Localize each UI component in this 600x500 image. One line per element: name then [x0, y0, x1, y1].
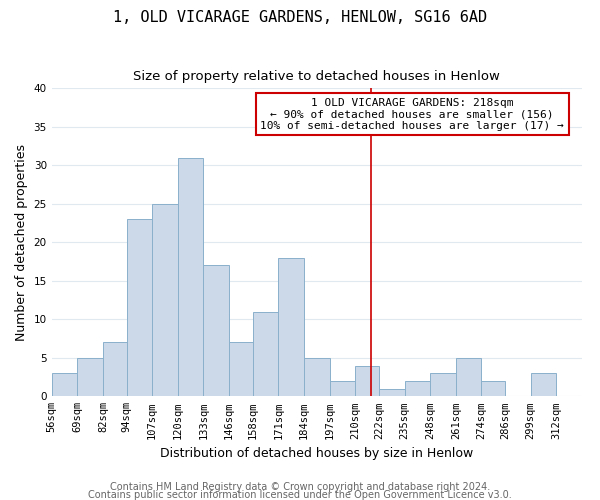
Bar [253, 312, 278, 396]
Bar [229, 342, 253, 396]
Text: 1, OLD VICARAGE GARDENS, HENLOW, SG16 6AD: 1, OLD VICARAGE GARDENS, HENLOW, SG16 6A… [113, 10, 487, 25]
Bar [430, 373, 456, 396]
Bar [152, 204, 178, 396]
Bar [278, 258, 304, 396]
Y-axis label: Number of detached properties: Number of detached properties [15, 144, 28, 341]
Text: Contains HM Land Registry data © Crown copyright and database right 2024.: Contains HM Land Registry data © Crown c… [110, 482, 490, 492]
Bar [481, 381, 505, 396]
Bar [103, 342, 127, 396]
Bar [178, 158, 203, 396]
Bar [52, 373, 77, 396]
Bar [304, 358, 329, 397]
Bar [127, 219, 152, 396]
Title: Size of property relative to detached houses in Henlow: Size of property relative to detached ho… [133, 70, 500, 83]
Bar [456, 358, 481, 397]
Bar [404, 381, 430, 396]
Bar [329, 381, 355, 396]
Text: 1 OLD VICARAGE GARDENS: 218sqm
← 90% of detached houses are smaller (156)
10% of: 1 OLD VICARAGE GARDENS: 218sqm ← 90% of … [260, 98, 564, 131]
X-axis label: Distribution of detached houses by size in Henlow: Distribution of detached houses by size … [160, 447, 473, 460]
Bar [77, 358, 103, 397]
Text: Contains public sector information licensed under the Open Government Licence v3: Contains public sector information licen… [88, 490, 512, 500]
Bar [355, 366, 379, 396]
Bar [530, 373, 556, 396]
Bar [203, 266, 229, 396]
Bar [379, 388, 404, 396]
